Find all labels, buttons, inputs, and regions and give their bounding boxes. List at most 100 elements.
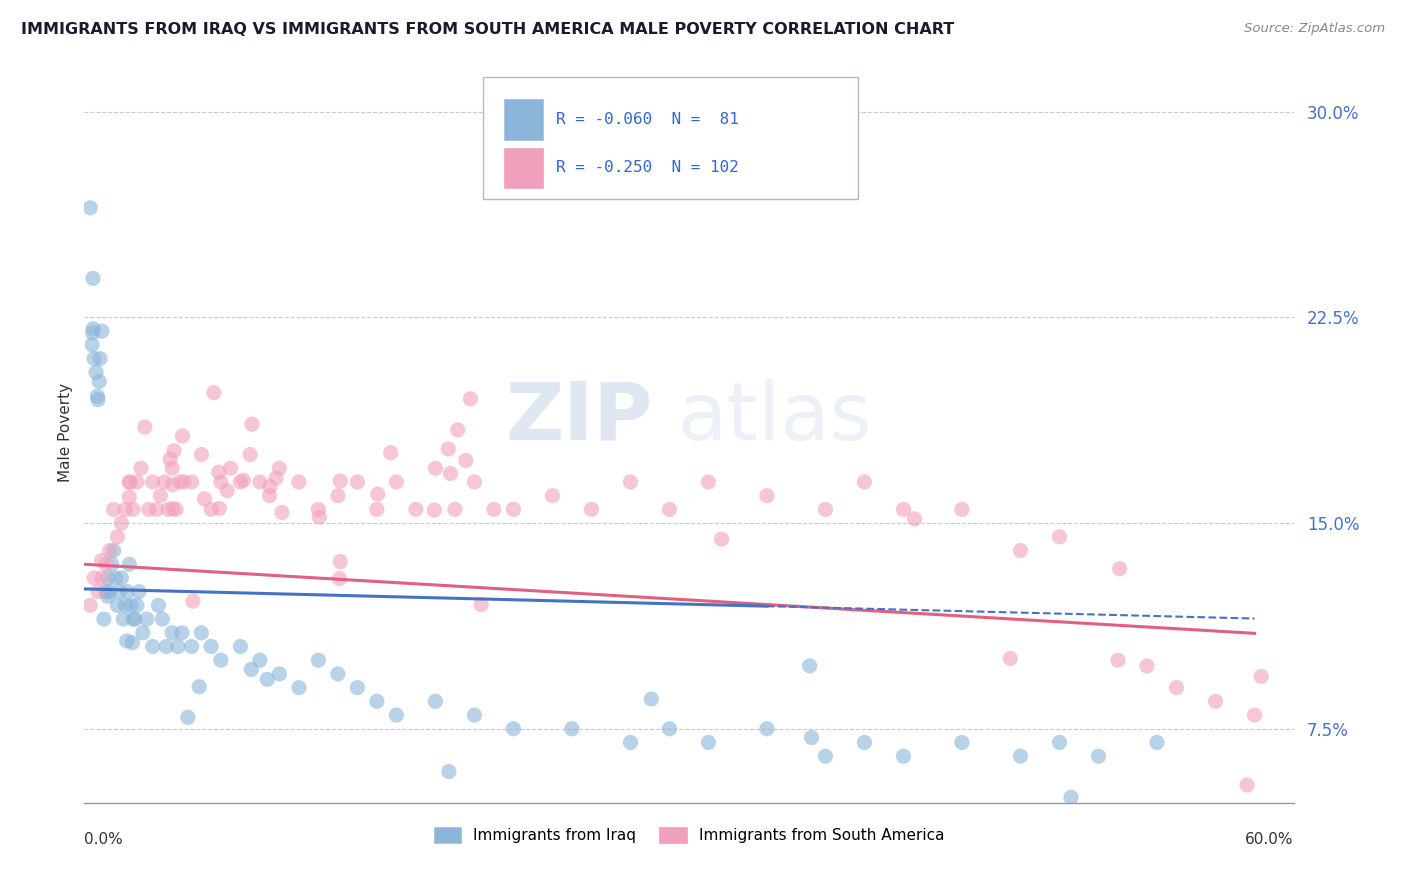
- Point: [87, 584, 110, 599]
- Point: [346, 681, 368, 695]
- Point: [425, 461, 447, 475]
- Point: [208, 501, 231, 516]
- Point: [104, 571, 127, 585]
- Point: [107, 599, 129, 613]
- Text: R = -0.060  N =  81: R = -0.060 N = 81: [555, 112, 738, 127]
- Text: R = -0.250  N = 102: R = -0.250 N = 102: [555, 160, 738, 175]
- Point: [103, 543, 125, 558]
- Point: [124, 612, 146, 626]
- Point: [307, 653, 329, 667]
- Point: [256, 673, 278, 687]
- Point: [259, 479, 281, 493]
- Point: [170, 625, 193, 640]
- Point: [89, 351, 111, 366]
- Point: [1250, 669, 1272, 683]
- Point: [114, 599, 136, 613]
- Point: [326, 489, 349, 503]
- Point: [1087, 749, 1109, 764]
- Point: [950, 502, 973, 516]
- Point: [115, 634, 138, 648]
- Point: [107, 530, 129, 544]
- Point: [93, 612, 115, 626]
- Point: [82, 322, 104, 336]
- Point: [893, 502, 915, 516]
- Point: [1010, 749, 1032, 764]
- Point: [288, 475, 311, 489]
- Point: [366, 502, 388, 516]
- Point: [84, 365, 107, 379]
- Point: [132, 625, 155, 640]
- Point: [169, 475, 191, 489]
- Point: [163, 443, 186, 458]
- Point: [264, 471, 287, 485]
- Point: [86, 389, 108, 403]
- Point: [482, 502, 505, 516]
- Point: [1205, 694, 1227, 708]
- Point: [100, 558, 122, 572]
- Point: [117, 584, 139, 599]
- Point: [502, 722, 524, 736]
- Point: [423, 503, 446, 517]
- Point: [950, 735, 973, 749]
- Point: [190, 625, 212, 640]
- Point: [259, 489, 281, 503]
- Point: [121, 635, 143, 649]
- Point: [1049, 530, 1071, 544]
- Point: [97, 571, 120, 585]
- Point: [157, 502, 180, 516]
- Point: [271, 505, 294, 519]
- FancyBboxPatch shape: [484, 78, 858, 200]
- Text: ZIP: ZIP: [505, 379, 652, 457]
- Point: [561, 722, 583, 736]
- Point: [125, 599, 148, 613]
- Point: [129, 461, 152, 475]
- Point: [159, 452, 181, 467]
- Point: [165, 502, 187, 516]
- Point: [814, 749, 837, 764]
- Point: [640, 692, 662, 706]
- Point: [229, 640, 252, 654]
- Point: [853, 475, 876, 489]
- FancyBboxPatch shape: [503, 147, 543, 188]
- Point: [329, 474, 352, 488]
- Point: [193, 491, 215, 506]
- Point: [229, 475, 252, 489]
- Point: [437, 442, 460, 456]
- Point: [150, 612, 173, 626]
- Point: [155, 640, 177, 654]
- Point: [98, 584, 121, 599]
- Point: [209, 475, 232, 489]
- Point: [128, 584, 150, 599]
- Point: [145, 502, 167, 516]
- Point: [380, 446, 402, 460]
- Point: [118, 558, 141, 572]
- Point: [326, 667, 349, 681]
- Point: [120, 599, 142, 613]
- Point: [893, 749, 915, 764]
- Point: [1243, 708, 1265, 723]
- Point: [94, 584, 117, 599]
- Point: [619, 475, 641, 489]
- Point: [460, 392, 482, 406]
- Point: [269, 667, 291, 681]
- Point: [405, 502, 427, 516]
- Point: [800, 731, 823, 745]
- Point: [249, 475, 271, 489]
- Point: [110, 516, 132, 530]
- Point: [658, 722, 681, 736]
- Point: [288, 681, 311, 695]
- Point: [1060, 790, 1083, 805]
- Point: [180, 475, 202, 489]
- Point: [112, 612, 135, 626]
- Point: [82, 271, 104, 285]
- Point: [122, 612, 145, 626]
- Text: IMMIGRANTS FROM IRAQ VS IMMIGRANTS FROM SOUTH AMERICA MALE POVERTY CORRELATION C: IMMIGRANTS FROM IRAQ VS IMMIGRANTS FROM …: [21, 22, 955, 37]
- Point: [1000, 651, 1022, 665]
- Point: [160, 461, 183, 475]
- Point: [90, 571, 112, 585]
- Point: [87, 392, 110, 407]
- Point: [108, 584, 131, 599]
- Point: [172, 429, 194, 443]
- Point: [367, 487, 389, 501]
- Point: [162, 477, 184, 491]
